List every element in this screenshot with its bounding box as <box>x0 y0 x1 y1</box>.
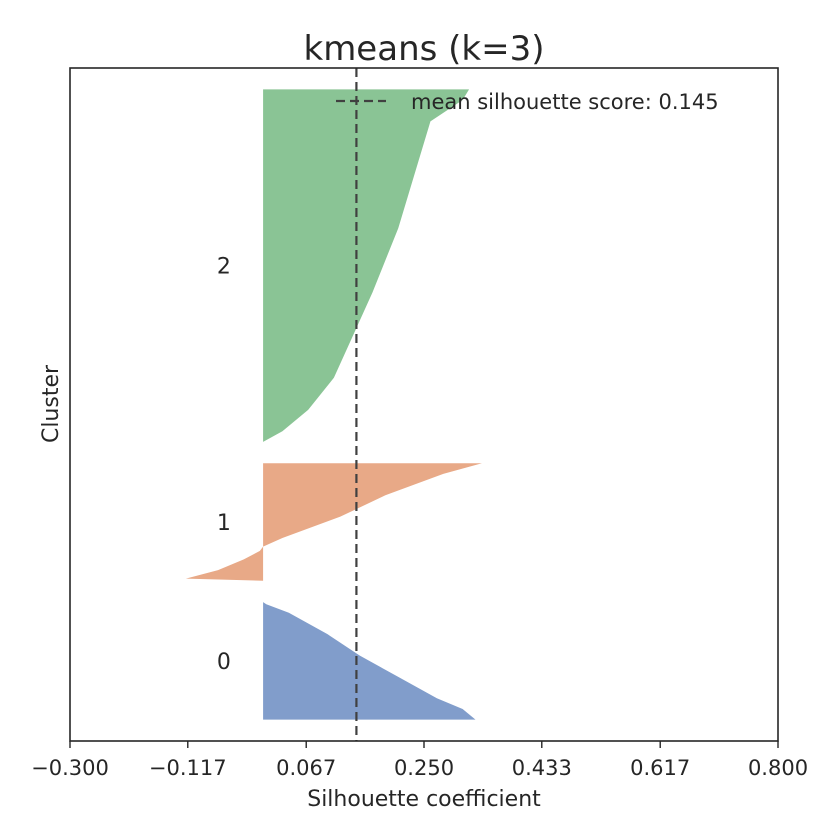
cluster-2-label: 2 <box>217 255 231 280</box>
cluster-2-silhouette <box>263 89 470 442</box>
cluster-0-label: 0 <box>217 650 231 675</box>
x-tick-label: 0.433 <box>512 756 572 780</box>
x-axis-label: Silhouette coefficient <box>307 787 541 812</box>
cluster-0-silhouette <box>263 602 476 720</box>
cluster-1-label: 1 <box>217 511 231 536</box>
cluster-1-silhouette <box>185 463 482 581</box>
legend-label: mean silhouette score: 0.145 <box>411 90 719 114</box>
x-tick-label: 0.250 <box>394 756 454 780</box>
x-tick-label: 0.800 <box>748 756 808 780</box>
x-tick-label: −0.117 <box>149 756 227 780</box>
x-tick-label: 0.617 <box>630 756 690 780</box>
plot-area: 0 1 2 <box>185 68 482 741</box>
x-axis: −0.300 −0.117 0.067 0.250 0.433 0.617 0.800 <box>31 741 808 780</box>
chart-title: kmeans (k=3) <box>304 29 545 69</box>
x-tick-label: −0.300 <box>31 756 109 780</box>
x-tick-label: 0.067 <box>276 756 336 780</box>
legend: mean silhouette score: 0.145 <box>336 90 719 114</box>
y-axis-label: Cluster <box>39 364 64 443</box>
